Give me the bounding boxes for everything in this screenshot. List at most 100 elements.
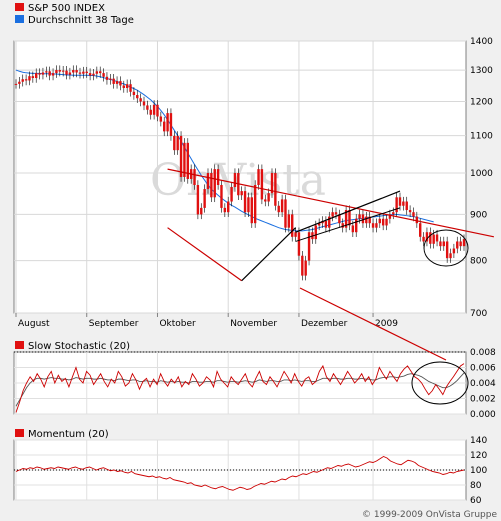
- price-bar: [146, 105, 149, 110]
- price-bar: [402, 201, 405, 206]
- price-bar: [227, 201, 230, 213]
- price-bar: [344, 210, 348, 228]
- price-bar: [99, 71, 102, 74]
- x-tick-label: 2009: [375, 319, 398, 329]
- price-bar: [395, 197, 398, 213]
- highlight-circle-stoch: [411, 361, 469, 405]
- price-bar: [31, 76, 35, 79]
- x-tick-label: September: [89, 319, 139, 329]
- mom-y-axis: 60 80 100 120 140: [470, 436, 487, 506]
- price-bar: [233, 173, 237, 188]
- price-bar: [213, 169, 216, 198]
- price-bar: [48, 71, 51, 76]
- price-y-tick-label: 800: [470, 257, 487, 267]
- price-bar: [365, 216, 368, 224]
- trendline: [167, 227, 243, 282]
- price-bar: [119, 81, 122, 86]
- price-bar: [240, 191, 243, 196]
- price-y-tick-label: 1300: [470, 66, 493, 76]
- price-bar: [445, 241, 449, 259]
- price-bar: [439, 241, 442, 247]
- price-y-tick-label: 1200: [470, 97, 493, 107]
- price-bar: [301, 255, 304, 276]
- price-bar: [388, 214, 392, 219]
- stoch-y-axis: 0.000 0.002 0.004 0.006 0.008: [470, 348, 496, 420]
- stoch-y-tick-label: 0.000: [470, 410, 496, 420]
- price-bar: [247, 197, 250, 213]
- price-bar: [435, 234, 439, 242]
- price-bar: [28, 76, 31, 81]
- price-bar: [358, 214, 361, 219]
- stoch-series: [15, 363, 465, 413]
- price-bar: [277, 205, 280, 213]
- price-bar: [152, 104, 156, 115]
- stoch-y-tick-label: 0.004: [470, 379, 496, 389]
- price-bar: [21, 79, 24, 82]
- price-legend: S&P 500 INDEX Durchschnitt 38 Tage: [15, 3, 134, 26]
- price-bar: [55, 70, 58, 74]
- price-bar: [68, 72, 72, 75]
- momentum-series: [15, 455, 465, 491]
- price-bar: [132, 91, 136, 96]
- x-tick-label: Oktober: [159, 319, 196, 329]
- price-bar: [105, 76, 109, 80]
- price-bar: [419, 223, 422, 237]
- price-bar: [139, 98, 142, 102]
- price-bar: [125, 84, 129, 88]
- price-bar: [280, 199, 284, 213]
- mom-y-tick-label: 80: [470, 481, 482, 491]
- price-bar: [351, 225, 355, 233]
- price-y-tick-label: 1400: [470, 37, 493, 47]
- price-bar: [432, 234, 435, 244]
- price-bar: [331, 212, 334, 217]
- price-bar: [385, 218, 388, 226]
- price-bar: [257, 169, 260, 185]
- price-bar: [452, 248, 456, 254]
- price-bar: [223, 207, 227, 213]
- price-plot-area: [13, 40, 467, 314]
- price-y-tick-label: 1000: [470, 169, 493, 179]
- price-bar: [334, 212, 338, 215]
- price-bar: [392, 212, 395, 215]
- price-bar: [35, 73, 38, 79]
- price-bar: [274, 173, 277, 206]
- price-bar: [75, 70, 78, 73]
- price-y-tick-label: 1100: [470, 132, 493, 142]
- price-bar: [115, 81, 119, 84]
- price-bar: [163, 121, 166, 132]
- price-bar: [425, 232, 429, 242]
- price-bar: [267, 193, 270, 202]
- price-bar: [88, 73, 92, 76]
- price-bar: [142, 101, 146, 106]
- price-bar: [82, 71, 85, 74]
- price-bar: [24, 79, 28, 81]
- price-bar: [375, 223, 378, 228]
- mom-legend-swatch: [15, 429, 24, 437]
- price-bar: [253, 184, 257, 224]
- price-bar: [291, 214, 294, 237]
- price-bar: [95, 71, 99, 74]
- price-bar: [307, 232, 311, 261]
- mom-y-tick-label: 120: [470, 451, 487, 461]
- price-bar: [92, 73, 95, 76]
- price-bar: [38, 73, 41, 75]
- price-bar: [355, 218, 358, 233]
- price-bar: [109, 78, 112, 80]
- trendlines: [167, 168, 495, 282]
- price-bar: [14, 83, 18, 85]
- trendline: [167, 168, 495, 238]
- trendline-channel-lower: [299, 287, 447, 361]
- price-bar: [459, 241, 462, 247]
- price-bar: [398, 197, 402, 206]
- mom-title: Momentum (20): [28, 429, 109, 440]
- stoch-grid: [14, 351, 466, 415]
- price-x-axis: August September Oktober November Dezember 20…: [15, 313, 398, 329]
- price-bar: [449, 253, 452, 259]
- price-bar: [294, 232, 297, 237]
- price-bar: [196, 184, 200, 215]
- price-bar: [250, 197, 253, 224]
- stoch-y-tick-label: 0.006: [470, 364, 496, 374]
- price-y-axis: 700 800 900 1000 1100 1200 1300 1400: [470, 37, 493, 319]
- price-bar: [429, 232, 432, 244]
